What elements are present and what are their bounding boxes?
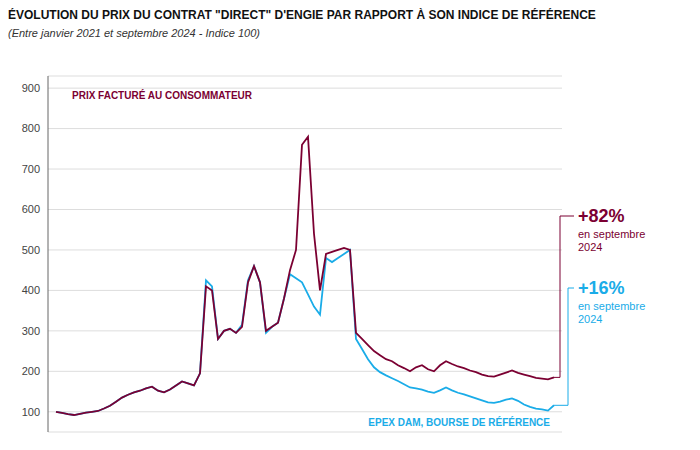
svg-text:400: 400 — [22, 284, 40, 296]
html-text:(Entre janvier 2021 et septemb: (Entre janvier 2021 et septembre 2024 - … — [8, 27, 260, 39]
svg-text:200: 200 — [22, 365, 40, 377]
svg-text:300: 300 — [22, 325, 40, 337]
svg-text:+82%: +82% — [578, 206, 625, 226]
svg-text:en septembre2024: en septembre2024 — [578, 228, 645, 253]
svg-text:100: 100 — [22, 406, 40, 418]
svg-text:700: 700 — [22, 163, 40, 175]
svg-text:800: 800 — [22, 122, 40, 134]
svg-text:en septembre2024: en septembre2024 — [578, 300, 645, 325]
html-text:ÉVOLUTION DU PRIX DU CONTRAT ": ÉVOLUTION DU PRIX DU CONTRAT "DIRECT" D'… — [8, 8, 596, 22]
html-text:PRIX FACTURÉ AU CONSOMMATEUR: PRIX FACTURÉ AU CONSOMMATEUR — [72, 90, 252, 101]
html-text:EPEX DAM, BOURSE DE RÉFÉRENCE: EPEX DAM, BOURSE DE RÉFÉRENCE — [368, 417, 550, 428]
svg-text:900: 900 — [22, 82, 40, 94]
svg-text:600: 600 — [22, 203, 40, 215]
svg-text:+16%: +16% — [578, 278, 625, 298]
svg-text:500: 500 — [22, 244, 40, 256]
